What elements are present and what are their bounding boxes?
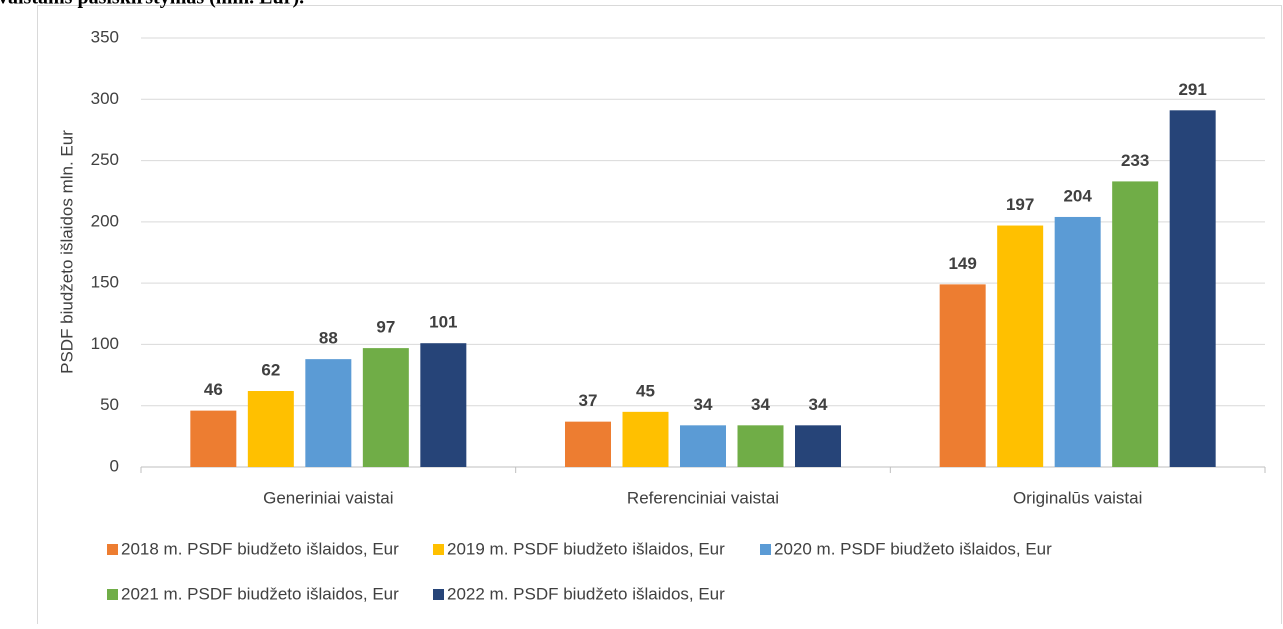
value-label: 34 <box>694 395 713 414</box>
bar <box>247 391 294 467</box>
bar <box>1054 216 1101 467</box>
y-tick-label: 250 <box>91 150 119 169</box>
legend-swatch <box>760 544 771 555</box>
legend-swatch <box>433 544 444 555</box>
legend-swatch <box>107 544 118 555</box>
y-tick-label: 200 <box>91 211 119 230</box>
bar <box>997 225 1044 467</box>
value-label: 62 <box>261 360 280 379</box>
legend-swatch <box>433 589 444 600</box>
value-label: 45 <box>636 381 655 400</box>
bar <box>305 359 352 467</box>
bar <box>1112 181 1159 467</box>
x-tick-label: Generiniai vaistai <box>263 488 393 507</box>
y-tick-label: 0 <box>110 456 119 475</box>
bar <box>190 410 237 467</box>
value-label: 34 <box>809 395 828 414</box>
bar <box>565 421 611 467</box>
legend-label: 2018 m. PSDF biudžeto išlaidos, Eur <box>121 539 399 558</box>
value-label: 34 <box>751 395 770 414</box>
bar <box>737 425 784 467</box>
value-label: 46 <box>204 380 223 399</box>
y-tick-label: 300 <box>91 89 119 108</box>
bar <box>939 284 986 467</box>
y-tick-label: 150 <box>91 273 119 292</box>
x-tick-label: Originalūs vaistai <box>1013 488 1142 507</box>
y-axis-label: PSDF biudžeto išlaidos mln. Eur <box>57 130 76 374</box>
chart-title: vaistams pasiskirstymas (mln. Eur). <box>0 0 304 9</box>
legend-swatch <box>107 589 118 600</box>
legend-label: 2020 m. PSDF biudžeto išlaidos, Eur <box>774 539 1052 558</box>
value-label: 204 <box>1063 186 1092 205</box>
x-tick-label: Referenciniai vaistai <box>627 488 779 507</box>
y-tick-label: 100 <box>91 334 119 353</box>
bar <box>1169 110 1216 468</box>
bar <box>680 425 726 467</box>
value-label: 88 <box>319 329 338 348</box>
value-label: 291 <box>1178 80 1206 99</box>
bar <box>362 348 409 467</box>
legend-label: 2022 m. PSDF biudžeto išlaidos, Eur <box>447 584 725 603</box>
value-label: 101 <box>429 313 457 332</box>
y-tick-label: 350 <box>91 27 119 46</box>
legend-label: 2019 m. PSDF biudžeto išlaidos, Eur <box>447 539 725 558</box>
bar <box>795 425 841 467</box>
value-label: 37 <box>579 391 598 410</box>
value-label: 197 <box>1006 195 1034 214</box>
bar <box>622 411 669 467</box>
value-label: 97 <box>376 318 395 337</box>
value-label: 149 <box>948 254 976 273</box>
value-label: 233 <box>1121 151 1149 170</box>
y-tick-label: 50 <box>100 395 119 414</box>
legend-label: 2021 m. PSDF biudžeto išlaidos, Eur <box>121 584 399 603</box>
bar <box>420 343 467 467</box>
